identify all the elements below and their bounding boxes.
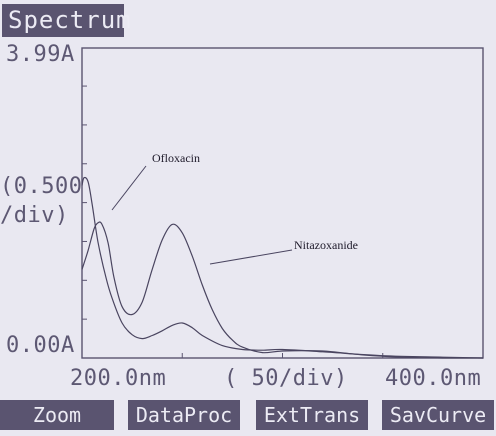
ofloxacin-spectrum-curve bbox=[81, 176, 484, 359]
x-axis-min-label: 200.0nm bbox=[70, 366, 167, 391]
x-axis-max-label: 400.0nm bbox=[385, 366, 482, 391]
y-axis-scale-label: (0.500 bbox=[0, 174, 83, 199]
zoom-button[interactable]: Zoom bbox=[0, 400, 114, 430]
exttrans-button[interactable]: ExtTrans bbox=[256, 400, 368, 430]
nitazoxanide-annotation: Nitazoxanide bbox=[294, 238, 358, 252]
x-axis-scale-label: ( 50/div) bbox=[224, 366, 348, 391]
nitazoxanide-spectrum-curve bbox=[81, 221, 484, 359]
nitazoxanide-leader-line bbox=[209, 249, 293, 265]
dataproc-button[interactable]: DataProc bbox=[128, 400, 240, 430]
plot-frame bbox=[81, 47, 484, 359]
y-axis-max-label: 3.99A bbox=[6, 42, 75, 67]
y-axis-scale-unit-label: /div) bbox=[0, 203, 69, 228]
ofloxacin-leader-line bbox=[111, 165, 147, 211]
ofloxacin-annotation: Ofloxacin bbox=[152, 151, 200, 165]
savcurve-button[interactable]: SavCurve bbox=[382, 400, 494, 430]
screen-title: Spectrum bbox=[2, 4, 131, 37]
y-axis-min-label: 0.00A bbox=[6, 333, 75, 358]
